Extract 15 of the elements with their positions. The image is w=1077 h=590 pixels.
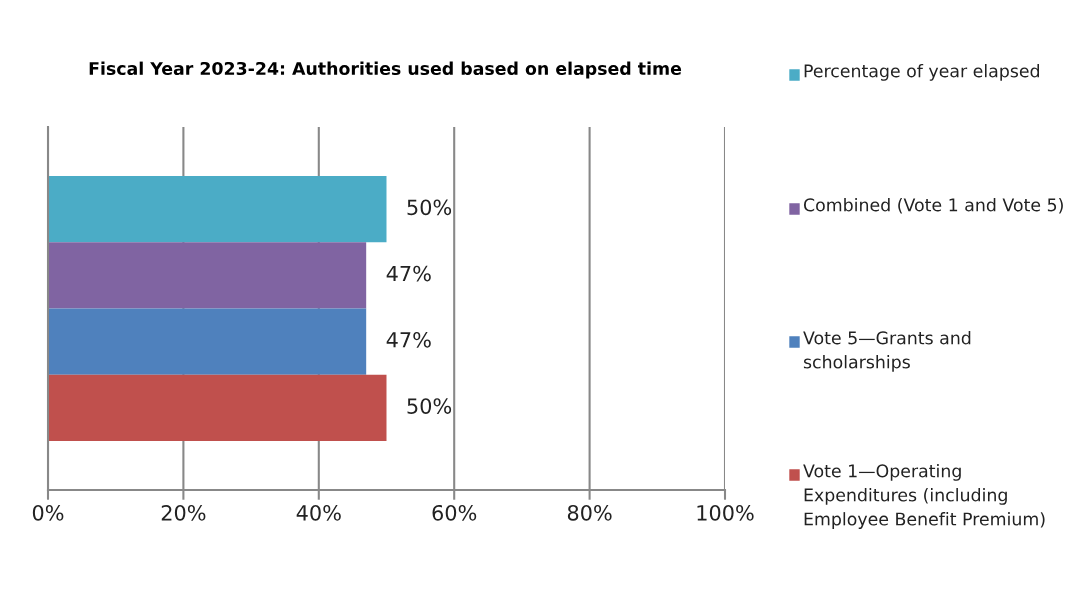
- legend-label: Percentage of year elapsed: [804, 64, 1039, 81]
- x-tick-label: 20%: [161, 504, 206, 521]
- data-label: 50%: [407, 199, 452, 216]
- legend-label: Vote 5—Grants and scholarships: [803, 331, 971, 372]
- x-tick-label: 40%: [296, 504, 341, 521]
- data-label: 50%: [407, 398, 452, 414]
- x-tick-label: 80%: [567, 504, 612, 521]
- x-tick-label: 100%: [697, 504, 754, 521]
- data-label: 47%: [386, 265, 431, 282]
- data-label: 47%: [386, 331, 431, 348]
- x-tick-label: 0%: [32, 504, 64, 521]
- chart-title: Fiscal Year 2023-24: Authorities used based on elapsed time: [89, 61, 682, 79]
- x-tick-label: 60%: [432, 504, 477, 521]
- legend-label: Combined (Vote 1 and Vote 5): [803, 198, 1063, 214]
- legend-label: Vote 1—Operating Expenditures (including Employee Benefit Premium): [803, 464, 1045, 529]
